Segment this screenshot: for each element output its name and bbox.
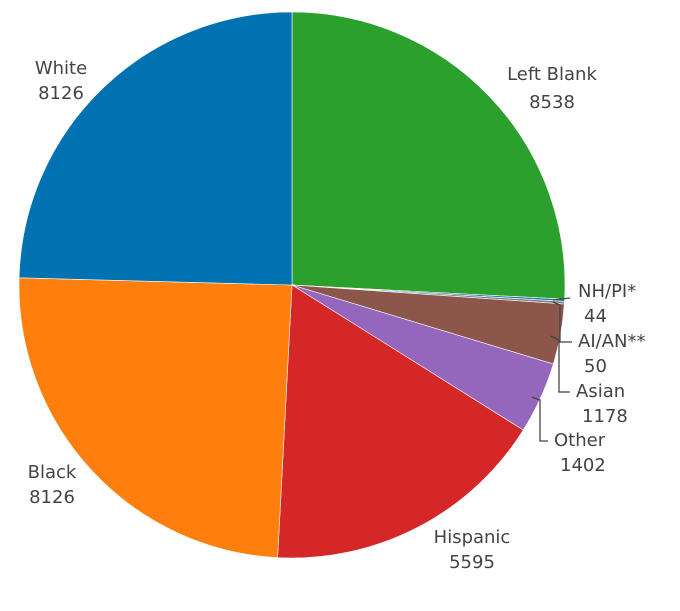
pie-slice-black — [18, 277, 293, 558]
pie-slice-white — [18, 11, 293, 286]
slice-label: Other — [554, 430, 606, 451]
slice-value-label: 5595 — [449, 552, 495, 573]
slice-value-label: 8126 — [38, 83, 84, 104]
slice-value-label: 8126 — [29, 487, 75, 508]
slice-value-label: 1178 — [582, 406, 628, 427]
leader-line — [552, 301, 572, 343]
pie-slice-hispanic — [277, 284, 524, 559]
slice-value-label: 50 — [584, 356, 607, 377]
slice-label: Asian — [576, 381, 625, 402]
pie-slices — [18, 11, 566, 559]
slice-value-label: 8538 — [529, 92, 575, 113]
slice-label: White — [35, 58, 87, 79]
slice-value-label: 44 — [584, 306, 607, 327]
slice-value-label: 1402 — [560, 455, 606, 476]
slice-label: Hispanic — [434, 527, 511, 548]
slice-label: NH/PI* — [578, 281, 636, 302]
slice-label: AI/AN** — [578, 331, 645, 352]
pie-slice-left-blank — [291, 11, 566, 300]
leader-line — [552, 297, 571, 301]
slice-label: Left Blank — [507, 64, 597, 85]
label-leader-lines — [531, 297, 572, 442]
slice-label: Black — [28, 462, 77, 483]
leader-line — [531, 396, 548, 442]
slice-labels: Left Blank 8538 NH/PI* 44 AI/AN** 50 Asian 1178… — [28, 58, 646, 573]
leader-line — [550, 335, 570, 393]
